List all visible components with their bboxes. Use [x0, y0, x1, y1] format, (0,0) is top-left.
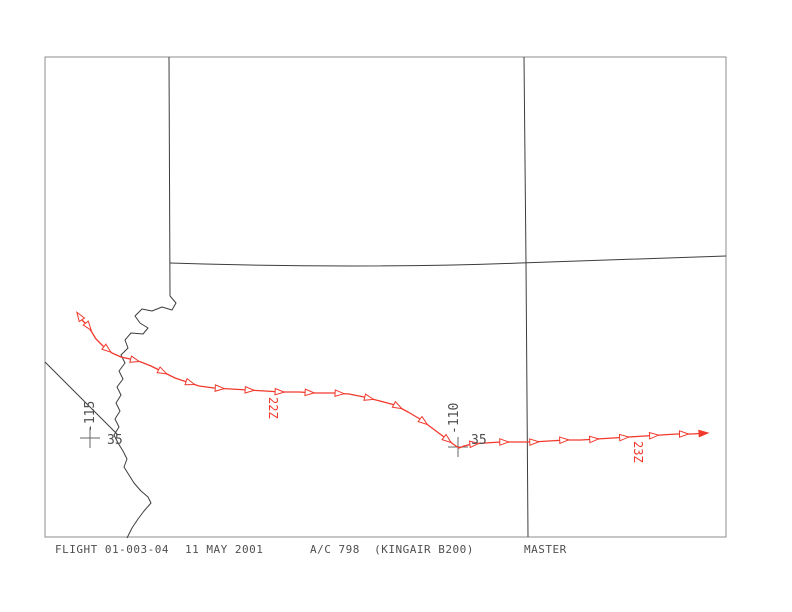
- graticule-cross: [80, 428, 100, 448]
- latitude-label-east: 35: [471, 433, 487, 448]
- track-direction-marker: [214, 384, 226, 392]
- flight-date-label: 11 MAY 2001: [185, 543, 264, 556]
- track-direction-marker: [156, 366, 168, 375]
- track-direction-marker: [698, 429, 710, 438]
- track-direction-marker: [618, 433, 631, 442]
- track-direction-marker: [468, 440, 481, 449]
- track-direction-marker: [82, 320, 93, 332]
- track-time-label-23z: 23Z: [631, 441, 645, 463]
- ca-nv-diagonal-border: [44, 361, 119, 436]
- latitude-label-west: 35: [107, 433, 123, 448]
- track-direction-marker: [679, 430, 691, 438]
- track-direction-marker: [184, 377, 197, 386]
- map-geometry-layer: [44, 56, 727, 539]
- meridian-109-border: [523, 56, 529, 538]
- track-time-label-22z: 22Z: [266, 397, 280, 419]
- track-direction-marker: [391, 400, 404, 410]
- track-direction-marker: [417, 415, 429, 426]
- display-mode-label: MASTER: [524, 543, 567, 556]
- aircraft-info-label: A/C 798 (KINGAIR B200): [310, 543, 474, 556]
- track-direction-marker: [441, 433, 453, 444]
- longitude-label-east: -110: [447, 403, 462, 434]
- track-direction-marker: [101, 343, 113, 354]
- track-direction-marker: [588, 435, 601, 444]
- track-direction-marker: [244, 385, 256, 394]
- track-direction-marker: [76, 311, 86, 323]
- track-direction-marker: [274, 387, 286, 396]
- track-direction-marker: [129, 355, 141, 363]
- track-direction-marker: [363, 393, 375, 401]
- meridian-114-border: [168, 56, 171, 297]
- track-direction-marker: [499, 438, 511, 446]
- footer-status-line: FLIGHT 01-003-04 11 MAY 2001 A/C 798 (KI…: [0, 543, 792, 557]
- colorado-river: [113, 295, 177, 539]
- track-direction-marker: [304, 388, 316, 397]
- track-direction-marker: [648, 431, 661, 440]
- flight-track-line: [77, 313, 708, 449]
- track-direction-marker: [529, 438, 541, 447]
- track-direction-marker: [334, 389, 346, 397]
- plot-frame: [44, 56, 727, 538]
- longitude-label-west: -115: [83, 401, 98, 432]
- track-direction-marker: [559, 436, 571, 445]
- flight-id-label: FLIGHT 01-003-04: [55, 543, 169, 556]
- parallel-37n-border: [169, 255, 727, 267]
